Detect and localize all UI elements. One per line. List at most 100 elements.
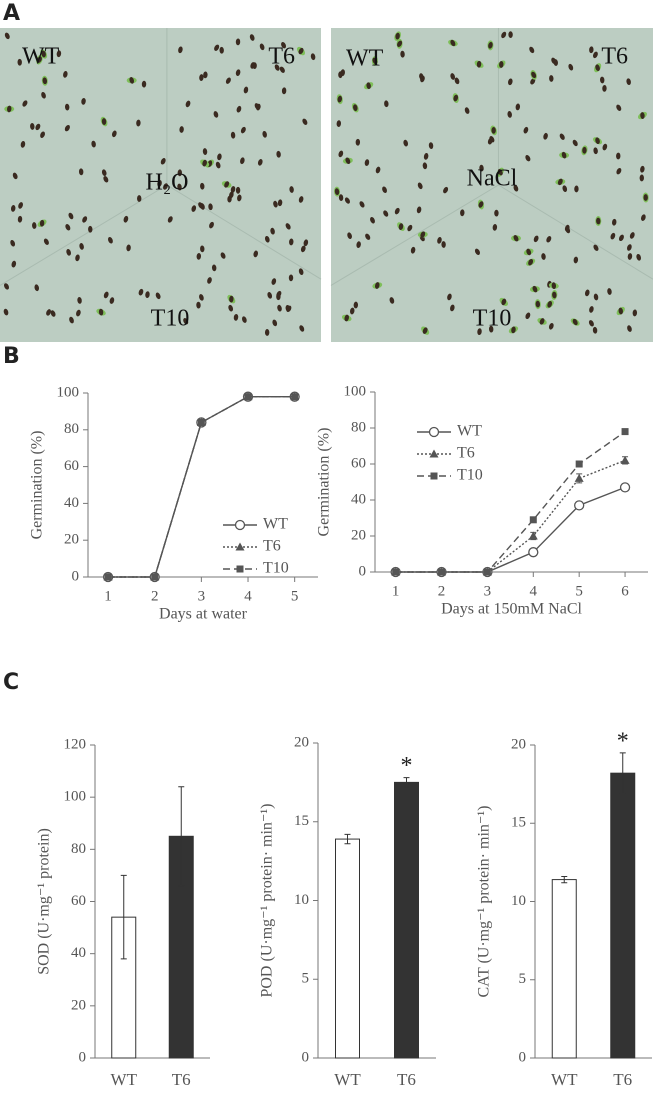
seed: [389, 297, 395, 304]
seed: [277, 304, 282, 312]
y-tick-label: 20: [351, 527, 366, 543]
x-tick-label: T6: [397, 1070, 416, 1089]
photo-label: WT: [346, 46, 384, 72]
seed: [289, 238, 294, 246]
point: [620, 455, 630, 464]
seed: [262, 130, 267, 138]
seed: [289, 186, 294, 193]
seed: [641, 214, 646, 221]
seed: [595, 64, 600, 72]
seed: [639, 174, 644, 182]
seed: [103, 176, 109, 183]
seed: [145, 291, 150, 299]
seed: [338, 150, 344, 158]
seed: [627, 244, 632, 251]
seed: [91, 140, 96, 148]
seed: [235, 186, 241, 194]
seed: [497, 168, 503, 176]
y-tick-label: 0: [302, 1049, 310, 1065]
x-axis-label: Days at water: [159, 606, 248, 623]
bar: [394, 781, 419, 1059]
x-tick-label: 5: [291, 588, 299, 604]
error-bar: [178, 786, 185, 887]
seed: [138, 288, 144, 296]
seed: [220, 252, 226, 259]
seed: [561, 151, 567, 159]
seed: [616, 104, 622, 111]
seed: [643, 194, 648, 201]
y-tick-label: 15: [294, 813, 309, 829]
seed: [532, 285, 538, 293]
seed: [636, 253, 641, 261]
legend-label: T6: [263, 538, 281, 555]
seed: [345, 157, 351, 164]
x-tick-label: WT: [334, 1070, 361, 1089]
legend-label: T10: [457, 467, 483, 484]
seed: [88, 225, 93, 233]
seed: [454, 77, 460, 85]
seed: [230, 186, 236, 193]
point: [244, 393, 252, 401]
seed: [229, 295, 234, 303]
error-bar: [403, 777, 410, 788]
seed: [76, 309, 81, 317]
seed: [595, 137, 600, 145]
seed: [384, 100, 389, 108]
significance: *: [401, 753, 413, 779]
y-tick-label: 100: [64, 789, 87, 805]
seed: [383, 210, 389, 217]
photo-label: WT: [22, 44, 60, 70]
seed: [530, 78, 536, 85]
point: [392, 568, 400, 576]
seed: [344, 197, 350, 204]
seed: [65, 103, 70, 111]
seed: [281, 87, 287, 95]
seed: [501, 298, 507, 306]
point: [575, 460, 583, 468]
photo-label: T10: [151, 306, 190, 332]
point: [621, 428, 629, 436]
seed: [41, 91, 46, 99]
y-tick-label: 5: [519, 971, 527, 987]
seed: [40, 131, 45, 138]
seed: [35, 123, 41, 131]
seed: [214, 44, 220, 51]
y-tick-label: 40: [351, 491, 366, 507]
seed: [209, 221, 214, 229]
seed: [228, 304, 234, 312]
photo-label: NaCl: [467, 166, 518, 192]
seed: [7, 105, 12, 113]
seed: [240, 126, 246, 134]
seed: [541, 253, 546, 260]
seed: [460, 209, 465, 217]
x-tick-label: 1: [392, 583, 400, 599]
seed: [640, 165, 645, 173]
seed: [18, 202, 23, 209]
seed: [616, 152, 621, 160]
seed: [299, 325, 305, 332]
seed: [589, 306, 594, 313]
seed: [528, 258, 534, 266]
seed: [178, 46, 183, 54]
seed: [68, 212, 74, 220]
x-tick-label: T6: [172, 1070, 191, 1089]
seed: [629, 232, 635, 239]
seed: [202, 159, 207, 167]
seed: [300, 245, 306, 253]
seed: [185, 100, 191, 108]
seed: [626, 78, 631, 86]
seed: [217, 153, 222, 161]
photo-label: T6: [268, 44, 295, 70]
seed: [237, 194, 242, 202]
seed: [286, 305, 292, 313]
y-tick-label: 100: [57, 384, 80, 400]
seed: [200, 182, 205, 190]
seed: [50, 310, 56, 317]
seed: [382, 186, 387, 193]
seed: [224, 181, 230, 188]
seed: [77, 297, 82, 304]
x-axis-label: Days at 150mM NaCl: [441, 601, 582, 618]
seed: [240, 157, 245, 165]
seed: [298, 268, 304, 276]
